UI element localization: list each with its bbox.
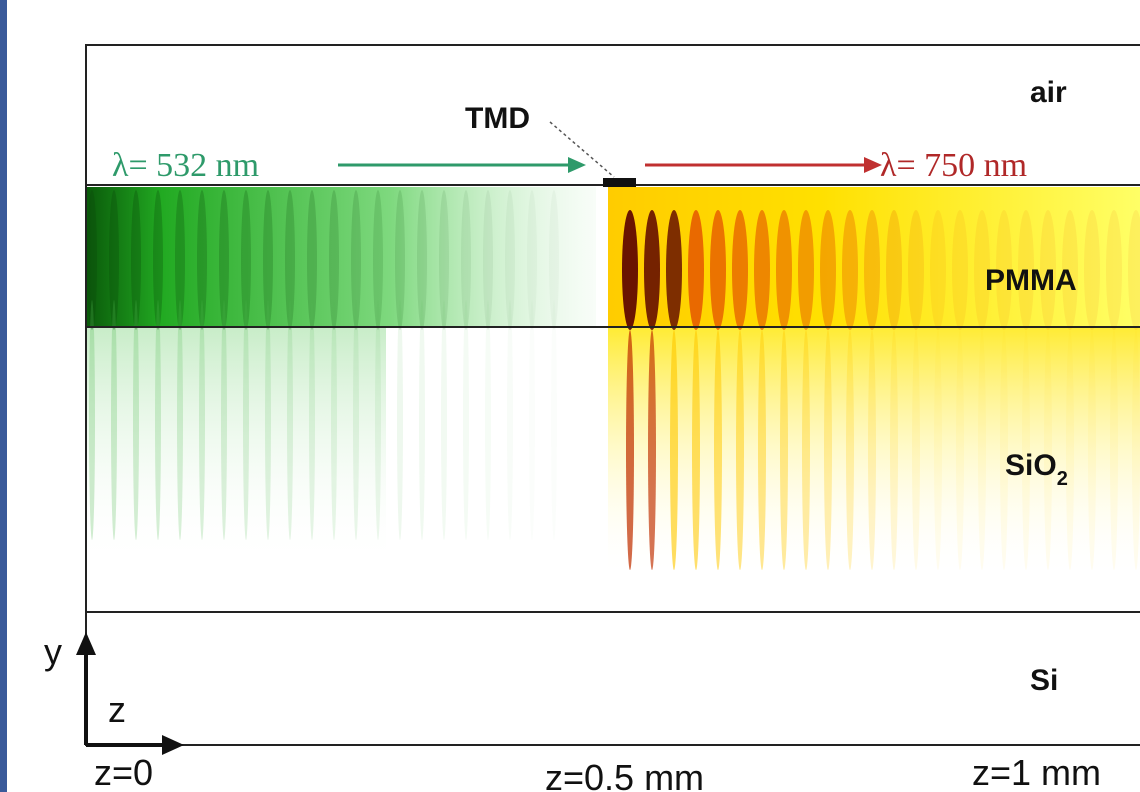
position-label: z=0 <box>94 752 153 792</box>
field-pattern <box>86 187 1140 577</box>
position-label: z=0.5 mm <box>545 757 704 792</box>
axis-label: y <box>44 631 62 672</box>
tmd-label: TMD <box>465 102 530 135</box>
input-arrow <box>338 157 586 173</box>
output-arrow <box>645 157 882 173</box>
position-label: z=1 mm <box>972 752 1101 792</box>
input-wavelength: λ= 532 nm <box>112 147 259 184</box>
tmd-flake <box>603 178 636 187</box>
layer-boundaries <box>85 44 1140 746</box>
tmd-pointer <box>549 121 615 178</box>
layer-label: Si <box>1030 664 1058 697</box>
axis-arrows <box>76 632 184 755</box>
axis-label: z <box>108 689 126 730</box>
side-border <box>0 0 7 792</box>
output-wavelength: λ= 750 nm <box>880 147 1027 184</box>
layer-label: SiO2 <box>1005 449 1068 490</box>
layer-label: air <box>1030 76 1067 109</box>
layer-label: PMMA <box>985 264 1077 297</box>
